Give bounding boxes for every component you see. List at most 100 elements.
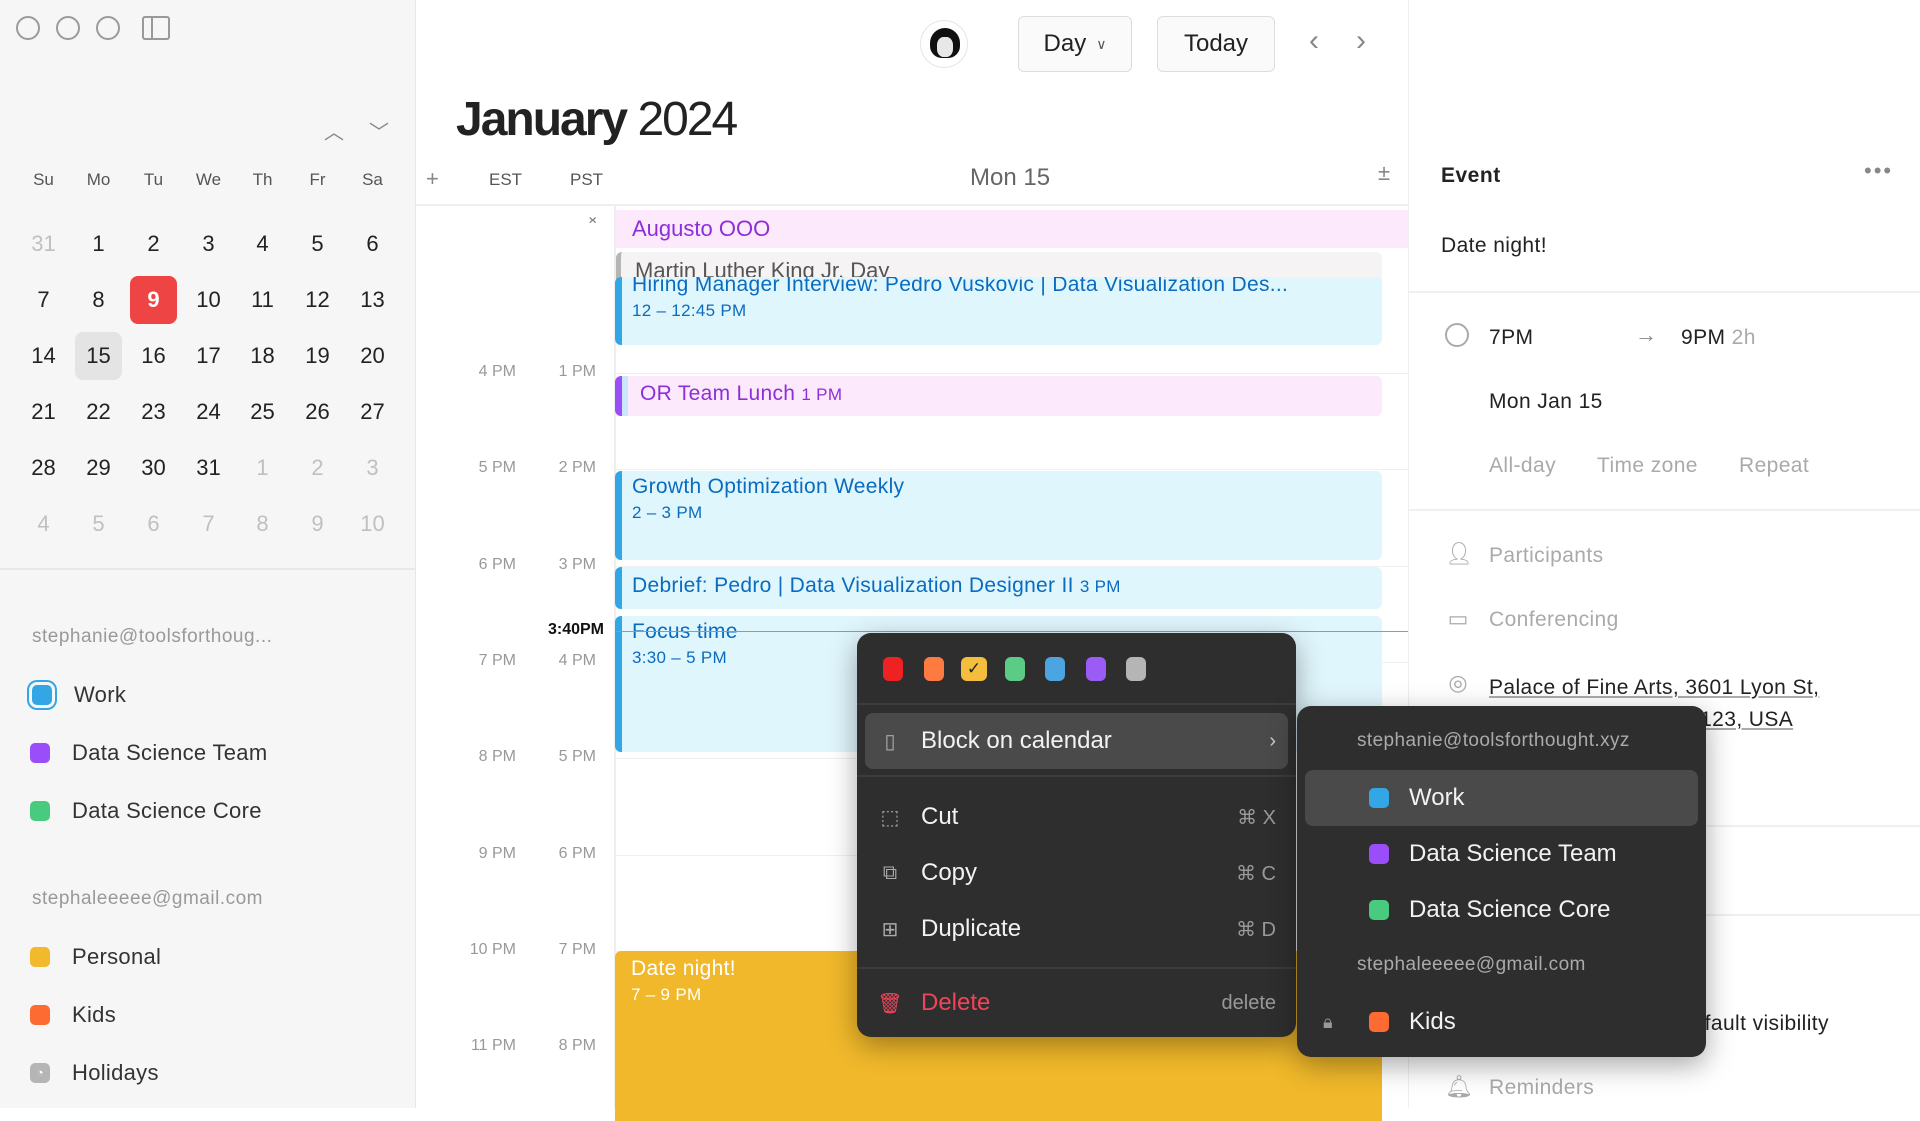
view-selector[interactable]: Day ∨ bbox=[1018, 16, 1132, 72]
mini-calendar-day[interactable]: 18 bbox=[250, 343, 275, 368]
mini-calendar-day[interactable]: 4 bbox=[37, 511, 50, 536]
time-zone-option[interactable]: Time zone bbox=[1597, 454, 1698, 477]
submenu-item-data-science-core[interactable]: Data Science Core bbox=[1305, 882, 1698, 938]
calendar-item-work[interactable]: Work bbox=[28, 682, 126, 708]
submenu-item-data-science-team[interactable]: Data Science Team bbox=[1305, 826, 1698, 882]
mini-calendar-day[interactable]: 29 bbox=[86, 455, 111, 480]
mini-calendar-day[interactable]: 20 bbox=[360, 343, 385, 368]
cut-item[interactable]: ⬚ Cut ⌘ X bbox=[865, 789, 1288, 845]
delete-item[interactable]: 🗑︎ Delete delete bbox=[865, 975, 1288, 1031]
color-option[interactable] bbox=[883, 657, 903, 681]
color-option[interactable] bbox=[1004, 657, 1025, 681]
participants-field[interactable]: Participants bbox=[1489, 544, 1604, 567]
mini-calendar-day[interactable]: 16 bbox=[141, 343, 166, 368]
calendar-item-holidays[interactable]: ◔ Holidays bbox=[28, 1060, 159, 1086]
event-hiring-manager-interview[interactable]: Hiring Manager Interview: Pedro Vuskovic… bbox=[615, 277, 1382, 345]
color-option[interactable] bbox=[923, 657, 944, 681]
visibility-field[interactable]: Default visibility bbox=[1677, 1012, 1829, 1035]
all-day-event[interactable]: Augusto OOO bbox=[616, 210, 1408, 248]
color-option[interactable]: ✓ bbox=[961, 657, 987, 681]
mini-calendar-day[interactable]: 8 bbox=[92, 287, 105, 312]
mini-calendar-day[interactable]: 10 bbox=[360, 511, 385, 536]
block-on-calendar-item[interactable]: ▯ Block on calendar › bbox=[865, 713, 1288, 769]
start-time[interactable]: 7PM bbox=[1489, 326, 1534, 349]
rss-feed-icon[interactable]: ◔ bbox=[30, 1063, 50, 1083]
event-date[interactable]: Mon Jan 15 bbox=[1489, 390, 1603, 413]
calendar-color-swatch[interactable] bbox=[30, 743, 50, 763]
sidebar-toggle-icon[interactable] bbox=[142, 16, 170, 40]
submenu-item-work[interactable]: Work bbox=[1305, 770, 1698, 826]
avatar[interactable] bbox=[920, 20, 968, 68]
mini-calendar-day[interactable]: 24 bbox=[196, 399, 221, 424]
mini-calendar-day[interactable]: 4 bbox=[256, 231, 269, 256]
calendar-item-kids[interactable]: Kids bbox=[28, 1002, 116, 1028]
mini-calendar-day[interactable]: 21 bbox=[31, 399, 56, 424]
event-or-team-lunch[interactable]: OR Team Lunch 1 PM bbox=[615, 376, 1382, 416]
mini-calendar-day[interactable]: 6 bbox=[366, 231, 379, 256]
mini-calendar-day[interactable]: 28 bbox=[31, 455, 56, 480]
event-growth-optimization-weekly[interactable]: Growth Optimization Weekly 2 – 3 PM bbox=[615, 471, 1382, 560]
more-options-icon[interactable]: ••• bbox=[1864, 158, 1894, 183]
mini-calendar-day[interactable]: 5 bbox=[92, 511, 105, 536]
mini-calendar-day[interactable]: 6 bbox=[147, 511, 160, 536]
add-timezone-button[interactable]: + bbox=[426, 166, 439, 191]
minimize-window-button[interactable] bbox=[56, 16, 80, 40]
submenu-item-kids[interactable]: 🔒︎ Kids bbox=[1305, 994, 1698, 1050]
color-option[interactable] bbox=[1126, 657, 1146, 681]
mini-calendar-day[interactable]: 23 bbox=[141, 399, 166, 424]
calendar-color-swatch[interactable] bbox=[30, 947, 50, 967]
mini-calendar-day[interactable]: 26 bbox=[305, 399, 330, 424]
today-button[interactable]: Today bbox=[1157, 16, 1275, 72]
mini-calendar-day[interactable]: 9 bbox=[130, 276, 177, 324]
mini-calendar-day[interactable]: 31 bbox=[196, 455, 221, 480]
mini-calendar-day[interactable]: 9 bbox=[311, 511, 324, 536]
mini-calendar-day[interactable]: 3 bbox=[366, 455, 379, 480]
mini-calendar-day[interactable]: 25 bbox=[250, 399, 275, 424]
reminders-field[interactable]: Reminders bbox=[1489, 1076, 1595, 1099]
mini-calendar-day[interactable]: 11 bbox=[251, 287, 274, 312]
calendar-item-personal[interactable]: Personal bbox=[28, 944, 161, 970]
calendar-color-swatch[interactable] bbox=[30, 1005, 50, 1025]
mini-calendar-day[interactable]: 14 bbox=[31, 343, 56, 368]
mini-calendar-day[interactable]: 15 bbox=[75, 332, 122, 380]
calendar-color-swatch[interactable] bbox=[32, 685, 52, 705]
chevron-up-icon[interactable]: ︿ bbox=[324, 122, 344, 144]
all-day-toggle[interactable]: All-day bbox=[1489, 454, 1556, 477]
mini-calendar-day[interactable]: 7 bbox=[37, 287, 50, 312]
repeat-option[interactable]: Repeat bbox=[1739, 454, 1810, 477]
event-title-field[interactable]: Date night! bbox=[1441, 234, 1547, 257]
mini-calendar-day[interactable]: 12 bbox=[305, 287, 330, 312]
chevron-down-icon[interactable]: ﹀ bbox=[369, 122, 389, 144]
mini-calendar-day[interactable]: 8 bbox=[256, 511, 269, 536]
previous-day-button[interactable]: ‹ bbox=[1309, 24, 1319, 57]
mini-calendar-day[interactable]: 3 bbox=[202, 231, 215, 256]
calendar-item-data-science-core[interactable]: Data Science Core bbox=[28, 798, 262, 824]
mini-calendar-day[interactable]: 1 bbox=[92, 231, 105, 256]
duplicate-item[interactable]: ⊞ Duplicate ⌘ D bbox=[865, 901, 1288, 957]
mini-calendar-day[interactable]: 19 bbox=[305, 343, 330, 368]
end-time[interactable]: 9PM 2h bbox=[1681, 326, 1756, 350]
copy-item[interactable]: ⧉ Copy ⌘ C bbox=[865, 845, 1288, 901]
color-option[interactable] bbox=[1045, 657, 1065, 681]
mini-calendar-day[interactable]: 31 bbox=[31, 231, 56, 256]
calendar-color-swatch[interactable] bbox=[30, 801, 50, 821]
mini-calendar-day[interactable]: 2 bbox=[311, 455, 324, 480]
collapse-all-day-icon[interactable]: ⌄ ⌃ bbox=[586, 208, 600, 235]
event-debrief-pedro[interactable]: Debrief: Pedro | Data Visualization Desi… bbox=[615, 567, 1382, 609]
calendar-item-data-science-team[interactable]: Data Science Team bbox=[28, 740, 267, 766]
next-day-button[interactable]: › bbox=[1356, 24, 1366, 57]
mini-calendar-day[interactable]: 10 bbox=[196, 287, 221, 312]
mini-calendar-day[interactable]: 2 bbox=[147, 231, 160, 256]
color-option[interactable] bbox=[1085, 657, 1106, 681]
mini-calendar-day[interactable]: 5 bbox=[311, 231, 324, 256]
mini-calendar-day[interactable]: 13 bbox=[360, 287, 385, 312]
conferencing-field[interactable]: Conferencing bbox=[1489, 608, 1619, 631]
mini-calendar-day[interactable]: 30 bbox=[141, 455, 166, 480]
expand-collapse-icon[interactable]: ± bbox=[1378, 160, 1391, 185]
mini-calendar-day[interactable]: 17 bbox=[196, 343, 221, 368]
mini-calendar-day[interactable]: 22 bbox=[86, 399, 111, 424]
zoom-window-button[interactable] bbox=[96, 16, 120, 40]
close-window-button[interactable] bbox=[16, 16, 40, 40]
mini-calendar-day[interactable]: 27 bbox=[360, 399, 385, 424]
mini-calendar-day[interactable]: 7 bbox=[202, 511, 215, 536]
